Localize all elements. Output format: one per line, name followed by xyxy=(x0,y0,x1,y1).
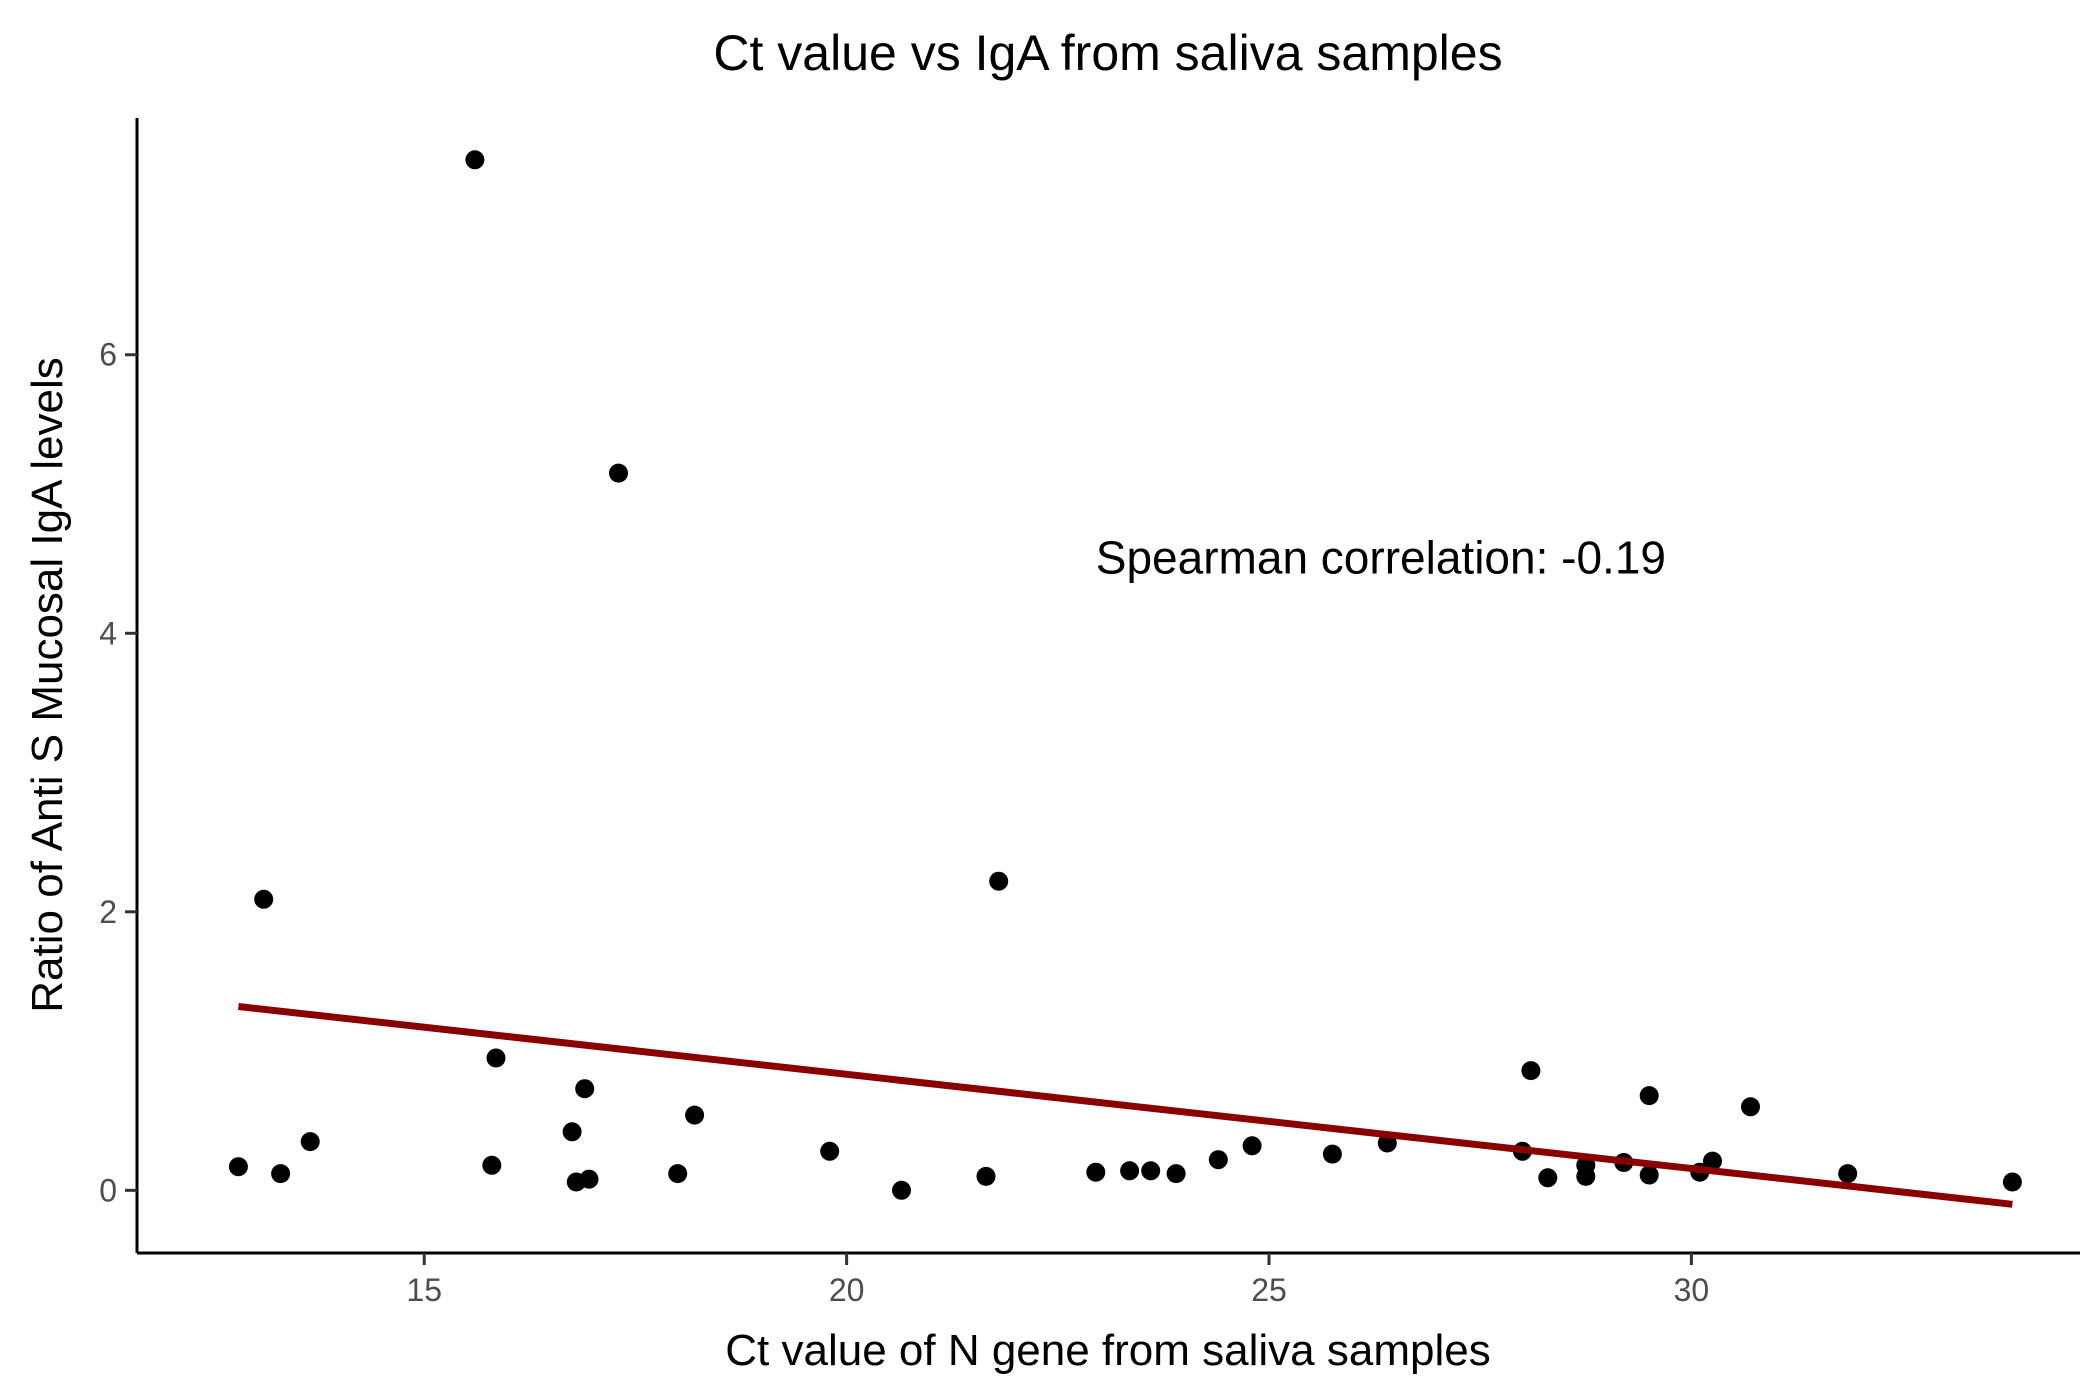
data-point xyxy=(228,1157,248,1177)
data-point xyxy=(1208,1150,1228,1170)
data-point xyxy=(1322,1144,1342,1164)
data-point xyxy=(1838,1164,1858,1184)
x-tick-label: 20 xyxy=(829,1272,865,1308)
x-axis-ticks: 15 20 25 30 xyxy=(406,1253,1709,1308)
data-point xyxy=(1120,1161,1140,1181)
data-point xyxy=(1141,1161,1161,1181)
data-point xyxy=(579,1169,599,1189)
data-point xyxy=(1639,1086,1659,1106)
data-point xyxy=(575,1079,595,1099)
data-point xyxy=(1741,1097,1760,1117)
data-point xyxy=(254,889,274,909)
data-point xyxy=(976,1166,996,1186)
x-tick-label: 15 xyxy=(406,1272,442,1308)
data-point xyxy=(685,1105,705,1125)
data-point xyxy=(2002,1172,2022,1192)
data-point xyxy=(271,1164,291,1184)
data-point xyxy=(300,1132,320,1152)
data-point xyxy=(989,871,1009,891)
y-axis-title: Ratio of Anti S Mucosal IgA levels xyxy=(23,357,72,1012)
y-tick-label: 4 xyxy=(99,615,117,651)
data-point xyxy=(892,1180,911,1200)
data-point xyxy=(1639,1165,1659,1185)
data-point xyxy=(1703,1151,1722,1171)
data-point xyxy=(486,1048,506,1068)
plot-area xyxy=(228,150,2022,1208)
data-point xyxy=(1242,1136,1262,1156)
data-point xyxy=(562,1122,582,1142)
x-tick-label: 25 xyxy=(1251,1272,1287,1308)
data-point xyxy=(1086,1162,1106,1182)
x-tick-label: 30 xyxy=(1674,1272,1710,1308)
spearman-annotation: Spearman correlation: -0.19 xyxy=(1096,531,1666,583)
y-tick-label: 2 xyxy=(99,894,117,930)
y-tick-label: 6 xyxy=(99,337,117,373)
data-point xyxy=(668,1164,688,1184)
data-point xyxy=(1576,1166,1596,1186)
data-point xyxy=(1538,1168,1558,1188)
data-point xyxy=(465,150,485,170)
data-point xyxy=(609,463,628,483)
y-axis-ticks: 0 2 4 6 xyxy=(99,337,137,1208)
data-point xyxy=(1521,1061,1541,1081)
x-axis-title: Ct value of N gene from saliva samples xyxy=(725,1326,1490,1375)
chart-title: Ct value vs IgA from saliva samples xyxy=(713,25,1502,81)
data-point xyxy=(1166,1164,1186,1184)
data-point xyxy=(482,1155,502,1175)
trend-line xyxy=(238,1003,2013,1208)
y-tick-label: 0 xyxy=(99,1172,117,1208)
data-point xyxy=(820,1141,840,1161)
